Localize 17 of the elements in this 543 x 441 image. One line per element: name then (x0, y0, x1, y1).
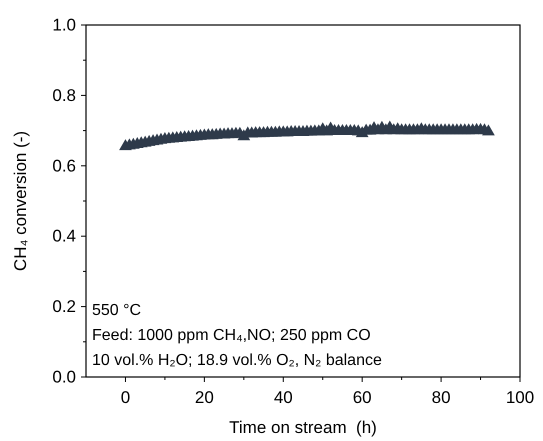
y-tick-label: 0.4 (52, 226, 76, 246)
annotation: 550 °C (92, 302, 142, 319)
y-tick-label: 0.0 (52, 367, 76, 386)
annotation: 10 vol.% H₂O; 18.9 vol.% O₂, N₂ balance (92, 352, 382, 369)
y-axis-title: CH₄ conversion (-) (11, 130, 30, 272)
x-tick-label: 20 (194, 388, 214, 408)
x-tick-label: 80 (432, 388, 451, 408)
x-tick-label: 40 (274, 388, 293, 408)
x-tick-label: 0 (120, 388, 130, 408)
x-tick-label: 100 (506, 388, 534, 408)
y-tick-label: 0.2 (52, 297, 76, 316)
y-tick-label: 0.8 (52, 86, 76, 105)
y-tick-label: 1.0 (52, 15, 76, 34)
annotation: Feed: 1000 ppm CH₄,NO; 250 ppm CO (92, 327, 371, 344)
x-axis-title: Time on stream (h) (229, 418, 377, 437)
x-tick-label: 60 (352, 388, 372, 408)
y-tick-label: 0.6 (52, 156, 76, 176)
